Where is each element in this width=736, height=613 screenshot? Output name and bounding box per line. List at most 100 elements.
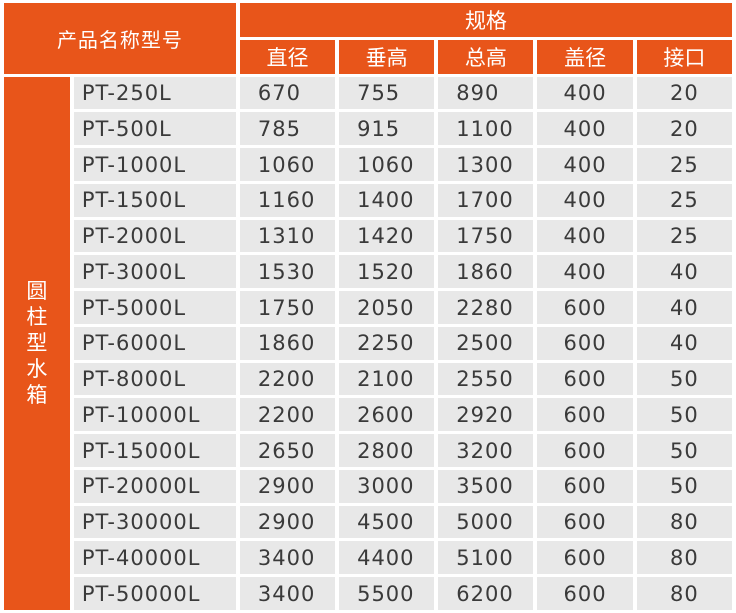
cell-diameter: 1160	[239, 183, 336, 217]
cell-total-height: 1750	[438, 219, 534, 253]
cell-lid-diameter: 600	[537, 541, 633, 575]
cell-total-height: 1300	[438, 148, 534, 181]
cell-height: 2250	[339, 326, 435, 360]
cell-lid-diameter: 400	[537, 148, 633, 181]
cell-lid-diameter: 600	[537, 362, 633, 396]
category-char: 柱	[26, 305, 48, 330]
cell-lid-diameter: 400	[537, 183, 633, 217]
cell-lid-diameter: 600	[537, 577, 633, 610]
cell-port: 25	[636, 219, 732, 253]
cell-model: PT-15000L	[73, 434, 236, 467]
cell-lid-diameter: 600	[537, 505, 633, 539]
cell-port: 20	[636, 76, 732, 110]
table-row: PT-3000L 1530 1520 1860 400 40	[4, 255, 732, 289]
cell-height: 1520	[339, 255, 435, 289]
cell-height: 2050	[339, 291, 435, 324]
cell-height: 1420	[339, 219, 435, 253]
cell-total-height: 2920	[438, 398, 534, 432]
table-row: PT-6000L 1860 2250 2500 600 40	[4, 326, 732, 360]
cell-total-height: 6200	[438, 577, 534, 610]
table-row: 圆柱型水箱 PT-250L 670 755 890 400 20	[4, 76, 732, 610]
category-char: 水	[26, 357, 48, 382]
cell-lid-diameter: 400	[537, 255, 633, 289]
cell-diameter: 1530	[239, 255, 336, 289]
cell-port: 80	[636, 541, 732, 575]
cell-port: 50	[636, 362, 732, 396]
cell-lid-diameter: 600	[537, 469, 633, 503]
cell-height: 1400	[339, 183, 435, 217]
table-row: PT-10000L 2200 2600 2920 600 50	[4, 398, 732, 432]
cell-port: 80	[636, 577, 732, 610]
cell-total-height: 1100	[438, 112, 534, 146]
table-row: PT-20000L 2900 3000 3500 600 50	[4, 469, 732, 503]
cell-model: PT-10000L	[73, 398, 236, 432]
cell-height: 2100	[339, 362, 435, 396]
cell-total-height: 3200	[438, 434, 534, 467]
cell-lid-diameter: 600	[537, 326, 633, 360]
table-row: PT-500L 785 915 1100 400 20	[4, 112, 732, 146]
cell-diameter: 1310	[239, 219, 336, 253]
cell-model: PT-3000L	[73, 255, 236, 289]
cell-model: PT-2000L	[73, 219, 236, 253]
cell-model: PT-20000L	[73, 469, 236, 503]
cell-port: 25	[636, 148, 732, 181]
cell-total-height: 2550	[438, 362, 534, 396]
column-header-diameter: 直径	[239, 39, 336, 74]
cell-port: 40	[636, 255, 732, 289]
cell-diameter: 3400	[239, 541, 336, 575]
cell-diameter: 670	[239, 76, 336, 110]
cell-diameter: 1860	[239, 326, 336, 360]
cell-height: 4400	[339, 541, 435, 575]
cell-total-height: 2500	[438, 326, 534, 360]
cell-total-height: 5100	[438, 541, 534, 575]
table-row: PT-8000L 2200 2100 2550 600 50	[4, 362, 732, 396]
column-header-lid-diameter: 盖径	[537, 39, 633, 74]
cell-height: 915	[339, 112, 435, 146]
cell-height: 2600	[339, 398, 435, 432]
category-label: 圆柱型水箱	[4, 76, 70, 610]
cell-diameter: 2200	[239, 362, 336, 396]
category-char: 型	[26, 331, 48, 356]
category-char: 箱	[26, 383, 48, 408]
spec-group-header: 规格	[239, 3, 732, 37]
cell-height: 4500	[339, 505, 435, 539]
cell-model: PT-6000L	[73, 326, 236, 360]
cell-port: 80	[636, 505, 732, 539]
cell-model: PT-8000L	[73, 362, 236, 396]
cell-lid-diameter: 400	[537, 76, 633, 110]
cell-diameter: 1060	[239, 148, 336, 181]
cell-lid-diameter: 600	[537, 291, 633, 324]
cell-model: PT-1000L	[73, 148, 236, 181]
column-header-total-height: 总高	[438, 39, 534, 74]
column-header-height: 垂高	[339, 39, 435, 74]
cell-model: PT-1500L	[73, 183, 236, 217]
cell-total-height: 5000	[438, 505, 534, 539]
cell-model: PT-50000L	[73, 577, 236, 610]
product-name-header: 产品名称型号	[4, 3, 236, 74]
cell-model: PT-30000L	[73, 505, 236, 539]
table-row: PT-50000L 3400 5500 6200 600 80	[4, 577, 732, 610]
cell-diameter: 785	[239, 112, 336, 146]
cell-port: 50	[636, 398, 732, 432]
cell-port: 50	[636, 434, 732, 467]
cell-model: PT-250L	[73, 76, 236, 110]
cell-diameter: 2900	[239, 469, 336, 503]
cell-port: 50	[636, 469, 732, 503]
cell-diameter: 2200	[239, 398, 336, 432]
cell-height: 2800	[339, 434, 435, 467]
cell-port: 40	[636, 291, 732, 324]
cell-diameter: 2900	[239, 505, 336, 539]
cell-height: 5500	[339, 577, 435, 610]
cell-port: 40	[636, 326, 732, 360]
cell-total-height: 1860	[438, 255, 534, 289]
cell-total-height: 2280	[438, 291, 534, 324]
cell-diameter: 1750	[239, 291, 336, 324]
table-row: PT-30000L 2900 4500 5000 600 80	[4, 505, 732, 539]
column-header-port: 接口	[636, 39, 732, 74]
cell-total-height: 1700	[438, 183, 534, 217]
cell-lid-diameter: 400	[537, 219, 633, 253]
cell-diameter: 2650	[239, 434, 336, 467]
cell-height: 3000	[339, 469, 435, 503]
cell-height: 1060	[339, 148, 435, 181]
